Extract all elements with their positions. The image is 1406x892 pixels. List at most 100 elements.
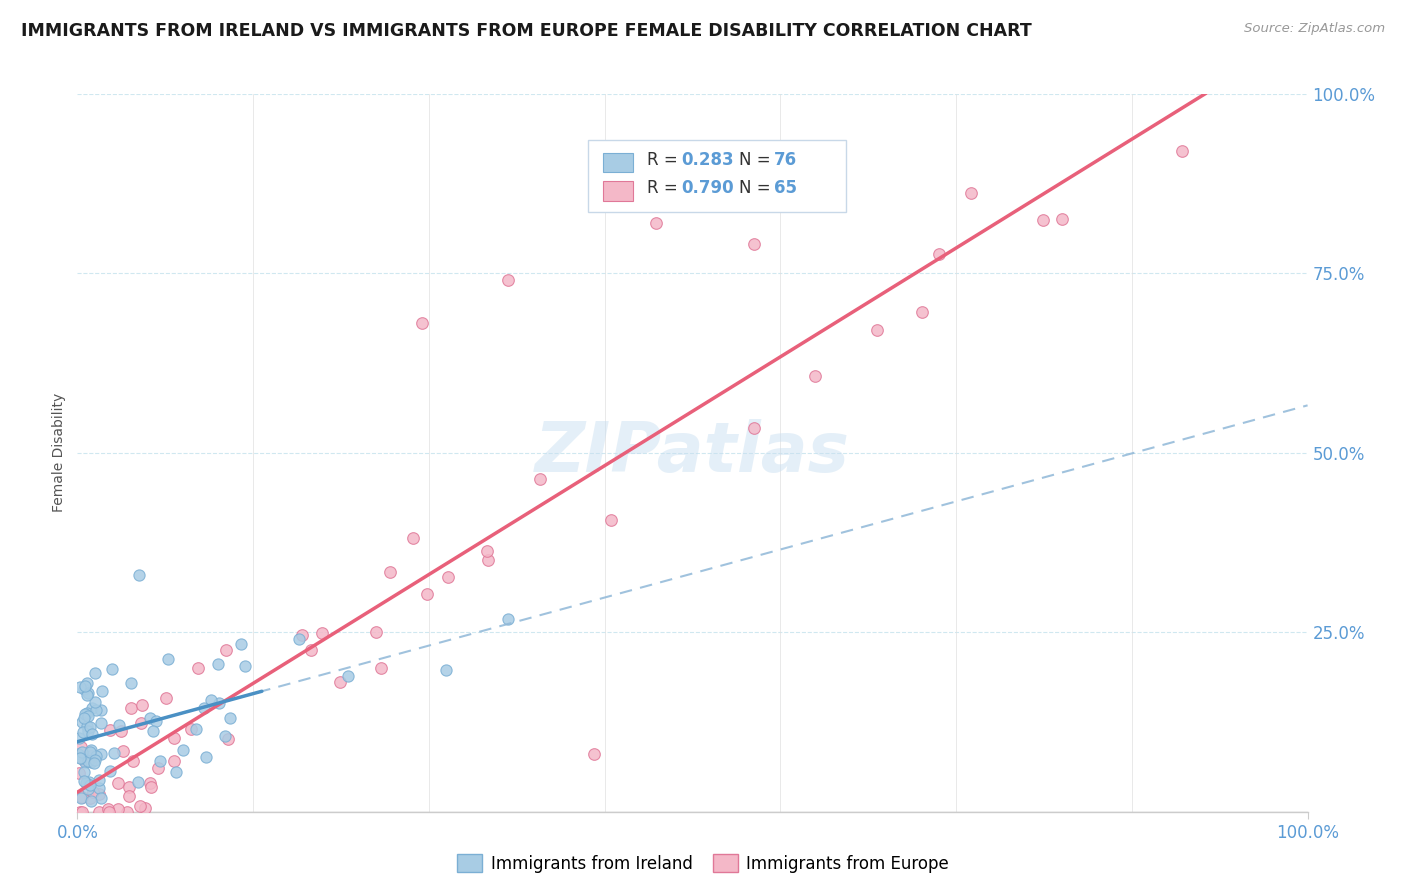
Point [214,729,236,743]
Point [120,701,142,715]
Point [118,789,141,803]
Point [73,774,96,789]
Point [67,731,90,745]
Point [311,626,333,640]
Point [70,791,93,805]
Point [84,703,107,717]
Point [583,747,606,762]
Point [84,753,107,767]
Point [475,544,498,558]
Point [76,754,98,768]
Point [415,586,437,600]
Point [107,776,129,790]
Point [233,659,256,673]
Point [76,709,98,723]
Point [194,750,217,764]
Point [77,723,100,738]
Point [80,756,103,770]
Text: N =: N = [740,179,776,197]
Point [97,805,120,819]
Point [70,750,93,764]
Point [67,766,90,780]
Point [69,740,91,755]
Point [97,802,120,816]
Point [928,247,950,261]
Point [98,764,121,778]
Point [411,317,433,331]
Text: R =: R = [647,179,683,197]
Point [960,186,983,200]
Point [90,716,112,731]
Point [79,778,101,792]
Point [91,683,114,698]
Y-axis label: Female Disability: Female Disability [52,393,66,512]
Point [229,637,252,651]
Point [378,565,401,579]
Point [73,753,96,767]
Point [127,775,149,789]
Point [67,747,90,761]
Point [84,749,107,764]
Point [436,663,458,677]
Point [79,745,101,759]
Point [89,780,111,795]
Point [131,698,153,712]
Point [117,780,139,795]
Point [120,676,142,690]
Point [644,216,666,230]
Point [129,716,152,731]
Legend: Immigrants from Ireland, Immigrants from Europe: Immigrants from Ireland, Immigrants from… [451,847,955,880]
Point [76,676,98,690]
Point [138,776,160,790]
Point [496,273,519,287]
Point [80,727,103,741]
Point [73,706,96,721]
Point [76,706,98,720]
Point [187,661,209,675]
Point [370,661,392,675]
Point [72,681,94,696]
Point [1032,213,1054,227]
Point [288,632,311,647]
Point [82,701,104,715]
Point [742,421,765,435]
FancyBboxPatch shape [603,181,634,201]
Text: 0.790: 0.790 [682,179,734,197]
Point [219,711,242,725]
Point [90,703,112,717]
Point [83,666,105,681]
Point [87,805,110,819]
Point [110,723,132,738]
Point [80,749,103,764]
Point [87,787,110,801]
Point [141,780,163,795]
Point [163,731,186,745]
Point [79,775,101,789]
Point [90,790,112,805]
Point [184,723,207,737]
Point [337,669,360,683]
Point [134,801,156,815]
Point [200,692,222,706]
Text: ZIPatlas: ZIPatlas [534,419,851,486]
Point [496,612,519,626]
Point [73,765,96,780]
Text: 65: 65 [773,179,797,197]
Point [146,761,169,775]
Point [128,799,150,814]
Point [69,805,91,819]
Point [208,696,231,710]
Point [70,745,93,759]
Point [69,751,91,765]
Point [76,718,98,732]
Point [83,756,105,771]
Point [107,717,129,731]
Point [75,755,97,769]
Point [599,513,621,527]
Point [122,754,145,768]
Point [155,690,177,705]
Point [80,794,103,808]
Point [70,715,93,730]
Point [401,531,423,545]
Point [83,695,105,709]
